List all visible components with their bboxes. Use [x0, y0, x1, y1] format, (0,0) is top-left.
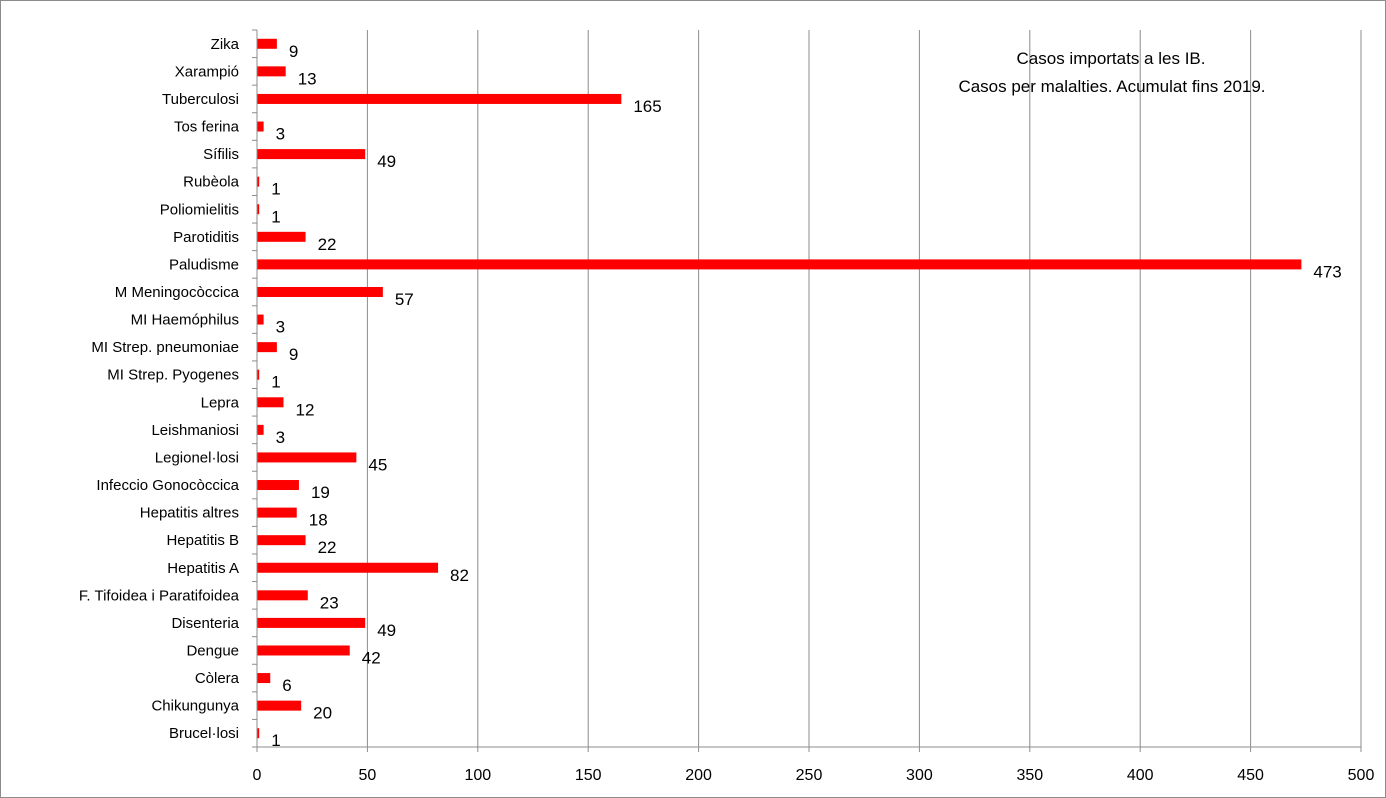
- bar: [257, 204, 260, 215]
- x-tick-label: 500: [1348, 767, 1375, 784]
- bar: [257, 424, 264, 435]
- bar: [257, 590, 308, 601]
- data-label: 1: [271, 207, 280, 226]
- bar: [257, 480, 299, 491]
- bar: [257, 259, 1302, 270]
- category-label: MI Strep. Pyogenes: [107, 367, 239, 384]
- data-label: 49: [377, 152, 396, 171]
- category-label: MI Strep. pneumoniae: [91, 339, 239, 356]
- bar: [257, 673, 271, 684]
- category-label: Brucel·losi: [169, 725, 239, 742]
- category-label: MI Haemóphilus: [131, 312, 239, 329]
- data-label: 20: [313, 704, 332, 723]
- chart-title: Casos importats a les IB.: [1017, 49, 1206, 68]
- data-label: 9: [289, 345, 298, 364]
- bar: [257, 617, 366, 628]
- bars: [257, 38, 1302, 739]
- category-label: Tuberculosi: [162, 91, 239, 108]
- category-label: Lepra: [201, 394, 240, 411]
- category-label: Hepatitis B: [166, 532, 239, 549]
- x-tick-label: 350: [1016, 767, 1043, 784]
- bar: [257, 66, 286, 77]
- labels: 0 50 100 150 200 250 300 350 400 450 500 Zika 9 Xaram…: [79, 36, 1375, 784]
- bar: [257, 562, 439, 573]
- category-label: Dengue: [186, 642, 239, 659]
- axes: [252, 29, 1362, 752]
- x-tick-label: 0: [253, 767, 262, 784]
- bar: [257, 369, 260, 380]
- category-label: Leishmaniosi: [151, 422, 239, 439]
- gridlines: [366, 30, 1362, 747]
- x-tick-label: 150: [575, 767, 602, 784]
- x-tick-label: 450: [1237, 767, 1264, 784]
- category-label: F. Tifoidea i Paratifoidea: [79, 587, 240, 604]
- data-label: 12: [295, 400, 314, 419]
- category-label: Hepatitis altres: [140, 505, 239, 522]
- data-label: 1: [271, 180, 280, 199]
- bar: [257, 342, 277, 353]
- data-label: 3: [276, 318, 285, 337]
- bar: [257, 397, 284, 408]
- category-label: Legionel·losi: [155, 449, 239, 466]
- data-label: 22: [318, 235, 337, 254]
- bar: [257, 38, 277, 49]
- data-label: 23: [320, 593, 339, 612]
- x-tick-label: 300: [906, 767, 933, 784]
- data-label: 1: [271, 731, 280, 750]
- data-label: 9: [289, 42, 298, 61]
- data-label: 473: [1313, 262, 1341, 281]
- x-tick-label: 250: [796, 767, 823, 784]
- data-label: 22: [318, 538, 337, 557]
- data-label: 19: [311, 483, 330, 502]
- data-label: 18: [309, 511, 328, 530]
- bar: [257, 452, 357, 463]
- data-label: 42: [362, 648, 381, 667]
- bar: [257, 121, 264, 132]
- category-label: Zika: [211, 36, 240, 53]
- bar: [257, 231, 306, 242]
- bar: [257, 149, 366, 160]
- x-tick-label: 200: [685, 767, 712, 784]
- category-label: Parotiditis: [173, 229, 239, 246]
- x-tick-label: 100: [464, 767, 491, 784]
- data-label: 13: [298, 69, 317, 88]
- category-label: M Meningocòccica: [115, 284, 240, 301]
- data-label: 45: [368, 455, 387, 474]
- category-label: Disenteria: [171, 615, 239, 632]
- bar: [257, 286, 383, 297]
- data-label: 6: [282, 676, 291, 695]
- category-label: Tos ferina: [174, 119, 240, 136]
- category-label: Poliomielitis: [160, 201, 239, 218]
- bar: [257, 700, 302, 711]
- category-label: Còlera: [195, 670, 240, 687]
- data-label: 82: [450, 566, 469, 585]
- bar: [257, 314, 264, 325]
- x-tick-label: 50: [359, 767, 377, 784]
- bar: [257, 535, 306, 546]
- category-label: Rubèola: [183, 174, 240, 191]
- data-label: 1: [271, 373, 280, 392]
- category-label: Sífilis: [203, 146, 239, 163]
- data-label: 57: [395, 290, 414, 309]
- category-label: Infeccio Gonocòccica: [96, 477, 239, 494]
- bar: [257, 176, 260, 187]
- data-label: 3: [276, 125, 285, 144]
- category-label: Xarampió: [175, 63, 239, 80]
- bar: [257, 507, 297, 518]
- bar: [257, 728, 260, 739]
- data-label: 3: [276, 428, 285, 447]
- category-label: Hepatitis A: [167, 560, 239, 577]
- bar: [257, 93, 622, 104]
- x-tick-label: 400: [1127, 767, 1154, 784]
- bar: [257, 645, 350, 656]
- chart-subtitle: Casos per malalties. Acumulat fins 2019.: [958, 77, 1265, 96]
- category-label: Paludisme: [169, 256, 239, 273]
- category-label: Chikungunya: [151, 698, 239, 715]
- data-label: 49: [377, 621, 396, 640]
- data-label: 165: [633, 97, 661, 116]
